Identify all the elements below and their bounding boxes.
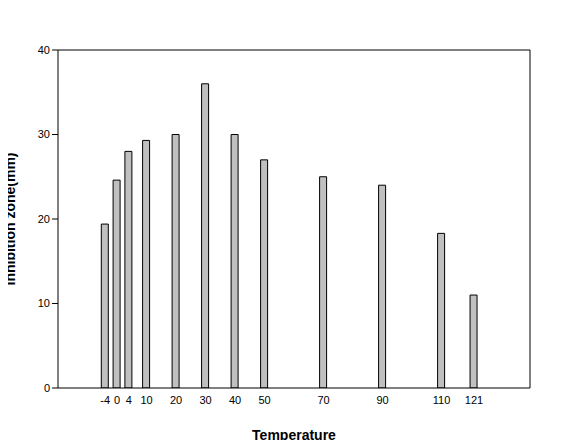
svg-text:-4: -4 xyxy=(100,394,110,406)
svg-text:Temperature: Temperature xyxy=(252,427,336,440)
svg-text:110: 110 xyxy=(433,394,451,406)
svg-text:0: 0 xyxy=(44,382,50,394)
svg-text:10: 10 xyxy=(140,394,152,406)
svg-text:20: 20 xyxy=(38,213,50,225)
svg-text:50: 50 xyxy=(258,394,270,406)
svg-text:40: 40 xyxy=(38,44,50,56)
svg-text:30: 30 xyxy=(199,394,211,406)
svg-text:30: 30 xyxy=(38,128,50,140)
svg-text:121: 121 xyxy=(465,394,483,406)
svg-text:40: 40 xyxy=(229,394,241,406)
svg-text:90: 90 xyxy=(376,394,388,406)
svg-text:4: 4 xyxy=(126,394,132,406)
svg-text:70: 70 xyxy=(317,394,329,406)
svg-text:10: 10 xyxy=(38,297,50,309)
svg-text:Inhibition zone(mm): Inhibition zone(mm) xyxy=(8,153,18,286)
svg-text:0: 0 xyxy=(114,394,120,406)
svg-text:20: 20 xyxy=(170,394,182,406)
